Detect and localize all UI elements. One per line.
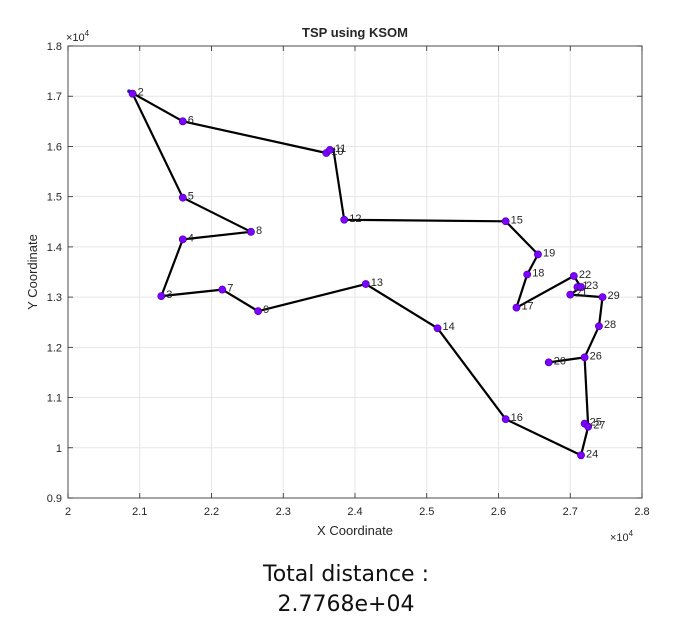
city-labels: 1234567891011121314151617181920212223242…: [138, 87, 620, 461]
city-label: 12: [349, 213, 361, 225]
city-marker: [325, 146, 334, 154]
total-distance-label: Total distance :: [263, 562, 429, 587]
y-tick-label: 1.4: [47, 242, 62, 254]
y-tick-label: 1.2: [47, 342, 62, 354]
x-tick-label: 2.2: [204, 506, 219, 518]
city-label: 11: [335, 143, 346, 155]
city-label: 4: [188, 232, 194, 244]
city-marker: [523, 270, 532, 279]
x-tick-label: 2.7: [563, 506, 578, 518]
city-label: 25: [590, 417, 602, 429]
y-tick-label: 1.8: [47, 41, 62, 53]
city-marker: [157, 292, 166, 301]
city-label: 18: [532, 268, 544, 280]
city-label: 13: [371, 277, 383, 289]
city-marker: [577, 451, 585, 460]
x-tick-label: 2: [65, 506, 71, 518]
total-distance-value: 2.7768e+04: [277, 592, 415, 617]
city-label: 10: [331, 146, 343, 158]
city-marker: [361, 280, 370, 288]
x-tick-label: 2.6: [491, 506, 506, 518]
city-marker: [577, 283, 585, 291]
tsp-chart: 2 2.1 2.2 2.3 2.4 2.5 2.6 2.7 2.8 0.9 1 1.1 1.2 1.3 1.…: [25, 25, 650, 544]
city-marker: [178, 193, 187, 202]
city-marker: [501, 217, 510, 226]
city-markers: [128, 89, 607, 460]
y-tick-label: 1: [56, 443, 62, 455]
y-tick-label: 0.9: [47, 493, 62, 505]
city-label: 5: [188, 191, 194, 203]
x-tick-label: 2.1: [132, 506, 147, 518]
city-marker: [501, 415, 510, 424]
y-tick-label: 1.6: [47, 141, 62, 153]
x-tick-label: 2.3: [276, 506, 291, 518]
city-marker: [584, 422, 593, 431]
city-label: 2: [138, 87, 144, 99]
city-label: 14: [443, 321, 455, 333]
city-marker: [598, 293, 607, 302]
x-tick-label: 2.5: [419, 506, 434, 518]
city-marker: [544, 358, 553, 367]
y-tick-label: 1.5: [47, 192, 62, 204]
y-tick-label: 1.1: [47, 393, 62, 405]
city-marker: [566, 290, 575, 299]
city-label: 27: [593, 420, 605, 432]
city-marker: [433, 324, 442, 333]
city-marker: [340, 215, 349, 224]
city-marker: [128, 89, 137, 98]
y-tick-label: 1.7: [47, 91, 62, 103]
x-axis-multiplier: ×104: [610, 529, 634, 544]
city-label: 16: [511, 412, 523, 424]
city-label: 15: [511, 214, 523, 226]
x-tick-label: 2.4: [347, 506, 362, 518]
city-label: 8: [256, 225, 262, 237]
city-label: 28: [604, 319, 616, 331]
city-marker: [254, 307, 263, 316]
city-marker: [247, 227, 255, 236]
city-marker: [178, 117, 187, 126]
city-label: 22: [579, 269, 591, 281]
city-label: 9: [263, 304, 269, 316]
city-label: 26: [590, 350, 602, 362]
city-label: 7: [227, 283, 233, 295]
city-label: 23: [586, 280, 598, 292]
city-label: 6: [188, 114, 194, 126]
city-marker: [512, 303, 521, 312]
city-label: 1: [582, 280, 588, 292]
city-marker: [218, 285, 227, 294]
city-label: 20: [554, 355, 566, 367]
x-tick-label: 2.8: [634, 506, 649, 518]
y-axis-label: Y Coordinate: [25, 234, 40, 310]
city-marker: [595, 322, 603, 331]
city-marker: [569, 272, 578, 280]
axis-ticks: 2 2.1 2.2 2.3 2.4 2.5 2.6 2.7 2.8 0.9 1 1.1 1.2 1.3 1.…: [47, 41, 650, 518]
city-label: 19: [543, 247, 555, 259]
city-label: 17: [521, 301, 533, 313]
y-axis-multiplier: ×104: [66, 29, 90, 44]
city-marker: [178, 235, 187, 244]
chart-title: TSP using KSOM: [302, 25, 408, 40]
city-marker: [580, 353, 589, 362]
city-label: 21: [575, 288, 587, 300]
y-tick-label: 1.3: [47, 292, 62, 304]
city-label: 29: [608, 290, 620, 302]
city-label: 3: [166, 289, 172, 301]
city-label: 24: [586, 448, 598, 460]
city-marker: [534, 250, 542, 259]
x-axis-label: X Coordinate: [317, 523, 393, 538]
